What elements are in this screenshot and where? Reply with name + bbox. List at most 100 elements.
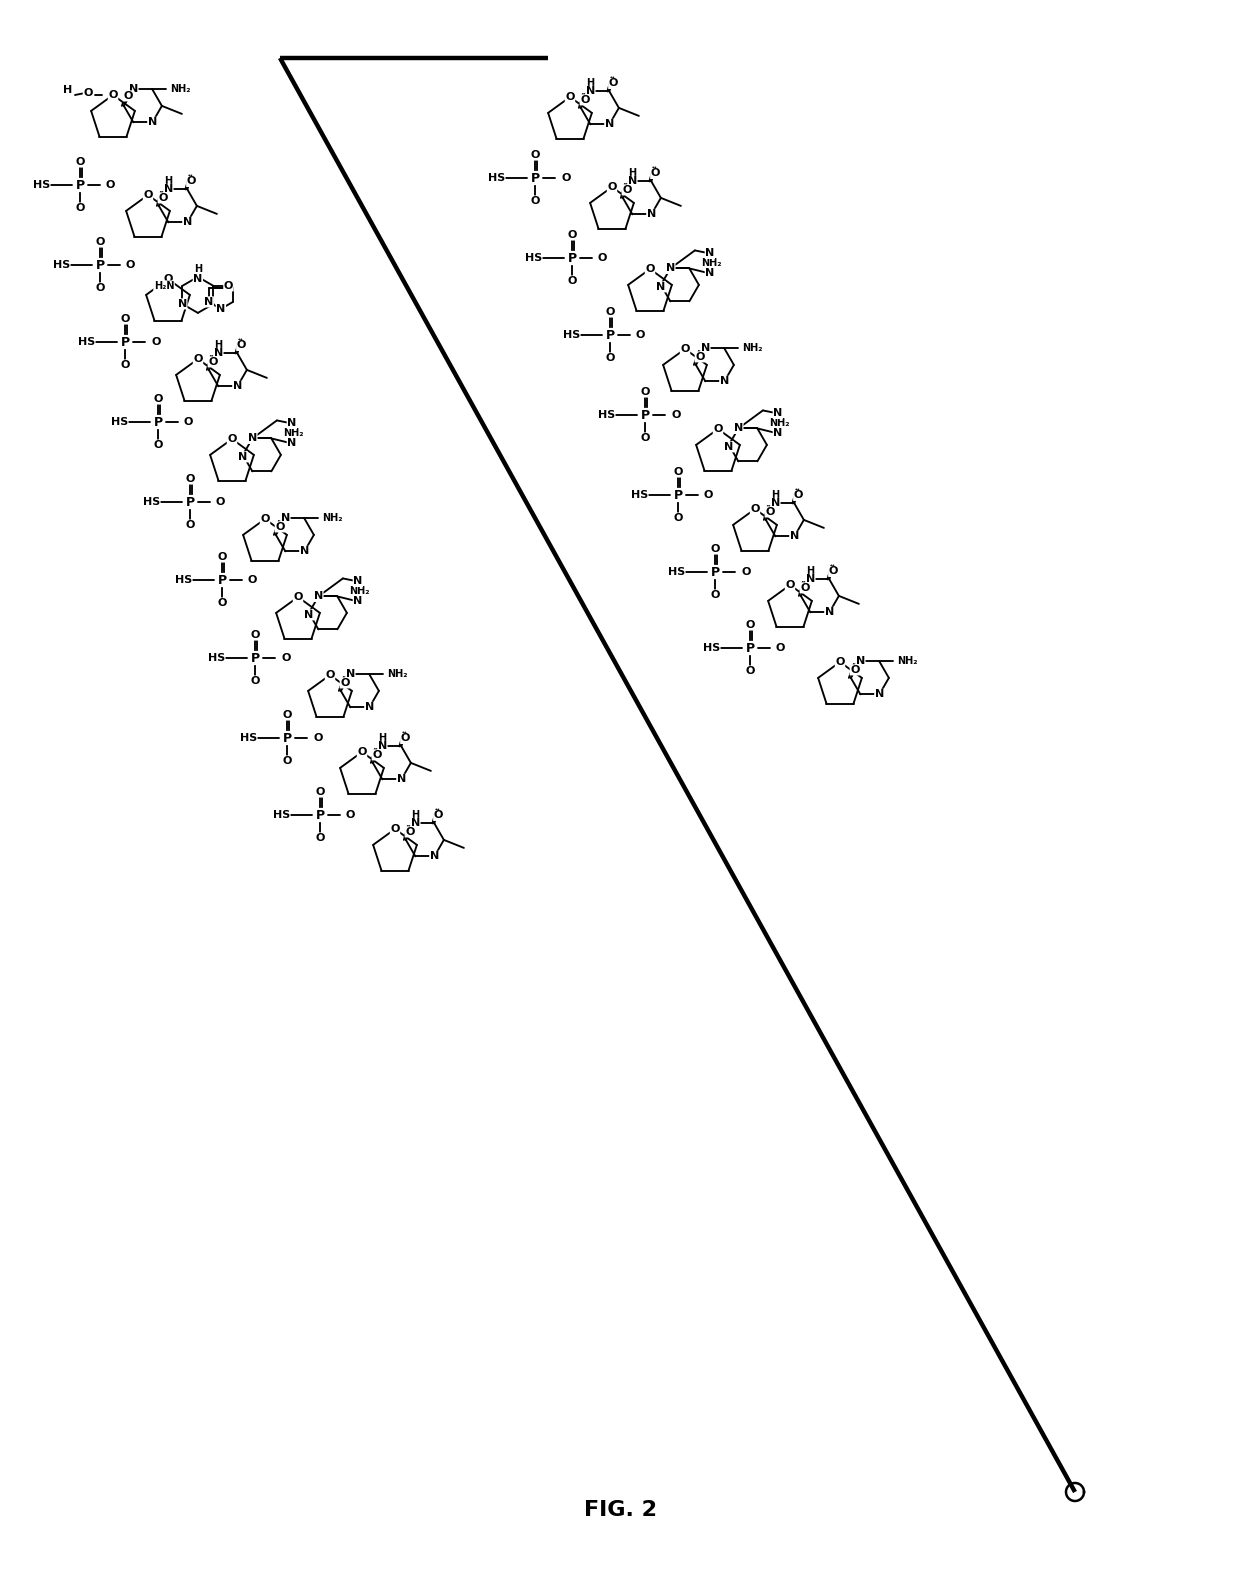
Text: N: N: [874, 690, 884, 699]
Text: O: O: [851, 664, 859, 675]
Text: N: N: [706, 248, 714, 259]
Text: O: O: [187, 177, 196, 186]
Text: O: O: [346, 810, 356, 821]
Text: O: O: [745, 620, 755, 630]
Text: N: N: [300, 546, 309, 557]
Text: O: O: [283, 710, 291, 720]
Text: N: N: [397, 775, 405, 784]
Text: O: O: [828, 567, 838, 576]
Text: O: O: [605, 353, 615, 363]
Text: P: P: [673, 489, 682, 502]
Text: O: O: [126, 260, 135, 270]
Text: O: O: [315, 787, 325, 797]
Text: N: N: [164, 185, 174, 194]
Text: NH₂: NH₂: [170, 85, 191, 95]
Text: H: H: [629, 169, 636, 178]
Text: O: O: [340, 679, 350, 688]
Text: O: O: [294, 592, 303, 601]
Text: O: O: [281, 653, 290, 663]
Text: H: H: [165, 177, 172, 186]
Text: N: N: [177, 298, 187, 309]
Text: O: O: [609, 79, 618, 88]
Text: O: O: [123, 92, 133, 101]
Text: O: O: [283, 756, 291, 765]
Text: O: O: [250, 630, 259, 641]
Text: O: O: [622, 185, 631, 196]
Text: FIG. 2: FIG. 2: [584, 1501, 656, 1520]
Text: O: O: [671, 410, 681, 420]
Text: O: O: [750, 503, 760, 514]
Text: N: N: [410, 819, 420, 828]
Text: O: O: [401, 734, 410, 743]
Text: O: O: [237, 341, 246, 350]
Text: O: O: [651, 169, 660, 178]
Text: NH₂: NH₂: [284, 429, 304, 439]
Text: P: P: [745, 642, 755, 655]
Text: O: O: [640, 432, 650, 443]
Text: P: P: [711, 565, 719, 579]
Text: HS: HS: [631, 491, 649, 500]
Text: N: N: [856, 656, 866, 666]
Text: P: P: [76, 178, 84, 191]
Text: O: O: [645, 264, 655, 275]
Text: N: N: [365, 702, 374, 712]
Text: O: O: [159, 193, 167, 204]
Text: N: N: [288, 439, 296, 448]
Text: HS: HS: [598, 410, 615, 420]
Text: O: O: [531, 196, 539, 207]
Text: P: P: [250, 652, 259, 664]
Text: O: O: [711, 590, 719, 600]
Text: HS: HS: [239, 734, 257, 743]
Text: P: P: [95, 259, 104, 271]
Text: O: O: [568, 230, 577, 240]
Text: N: N: [248, 434, 257, 443]
Text: O: O: [836, 656, 844, 667]
Text: N: N: [378, 742, 387, 751]
Text: O: O: [673, 513, 683, 522]
Text: N: N: [724, 442, 734, 451]
Text: HS: HS: [110, 417, 128, 428]
Text: O: O: [154, 394, 162, 404]
Text: O: O: [565, 92, 574, 103]
Text: P: P: [531, 172, 539, 185]
Text: P: P: [605, 328, 615, 341]
Text: HS: HS: [143, 497, 160, 507]
Text: O: O: [711, 544, 719, 554]
Text: O: O: [208, 357, 217, 368]
Text: NH₂: NH₂: [322, 513, 343, 524]
Text: N: N: [656, 282, 666, 292]
Text: N: N: [288, 418, 296, 429]
Text: O: O: [568, 276, 577, 286]
Text: HS: HS: [703, 642, 720, 653]
Text: O: O: [185, 473, 195, 484]
Text: N: N: [353, 576, 362, 587]
Text: N: N: [304, 609, 314, 620]
Text: O: O: [105, 180, 115, 189]
Text: O: O: [151, 338, 160, 347]
Text: HS: HS: [208, 653, 224, 663]
Text: N: N: [430, 852, 439, 862]
Text: N: N: [701, 344, 711, 353]
Text: HS: HS: [668, 567, 684, 578]
Text: P: P: [186, 495, 195, 508]
Text: O: O: [312, 734, 322, 743]
Text: O: O: [144, 189, 153, 200]
Text: NH₂: NH₂: [743, 344, 763, 353]
Text: NH₂: NH₂: [387, 669, 408, 680]
Text: H: H: [412, 811, 419, 821]
Text: P: P: [315, 808, 325, 822]
Text: N: N: [314, 592, 322, 601]
Text: O: O: [681, 344, 689, 353]
Text: H: H: [378, 734, 387, 743]
Text: N: N: [771, 499, 780, 508]
Text: O: O: [531, 150, 539, 159]
Text: N: N: [280, 513, 290, 524]
Text: O: O: [217, 598, 227, 608]
Text: O: O: [227, 434, 237, 443]
Text: O: O: [357, 746, 367, 757]
Text: P: P: [283, 732, 291, 745]
Text: N: N: [666, 264, 675, 273]
Text: N: N: [774, 409, 782, 418]
Text: O: O: [95, 237, 104, 248]
Text: H₂N: H₂N: [154, 281, 175, 290]
